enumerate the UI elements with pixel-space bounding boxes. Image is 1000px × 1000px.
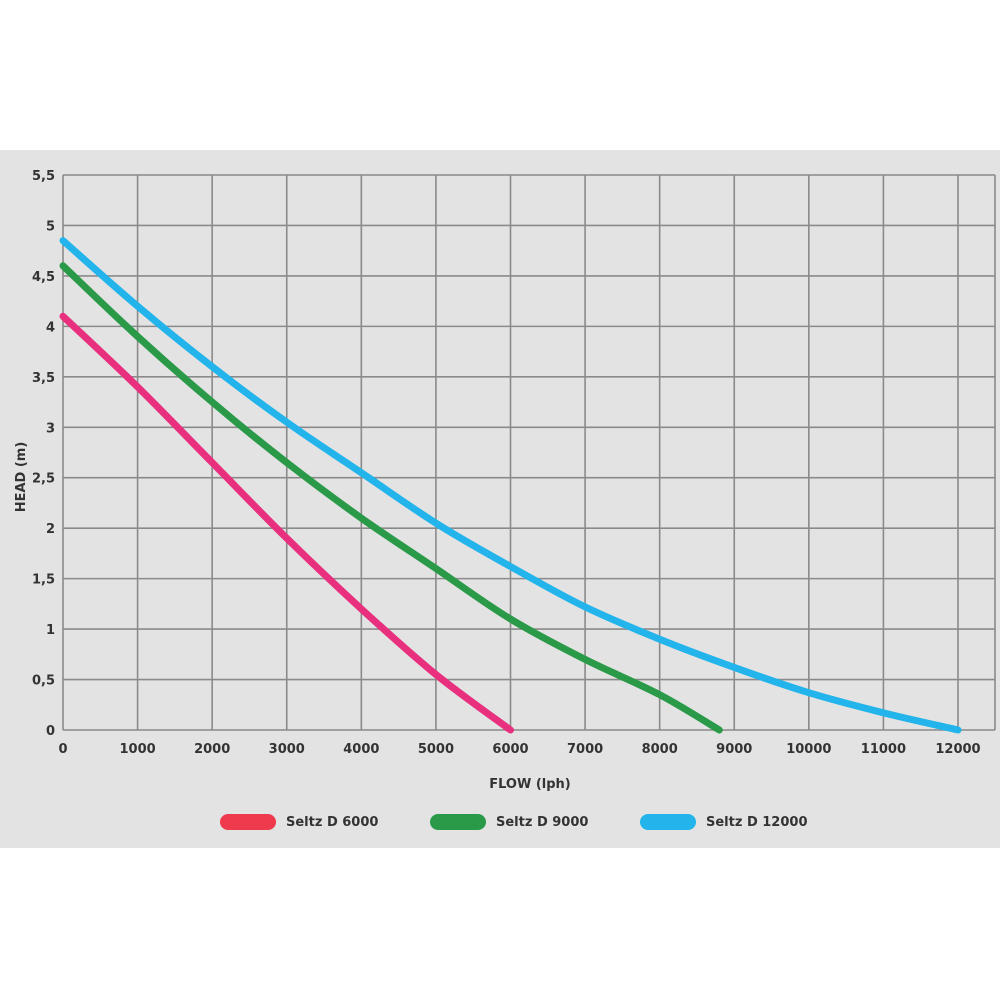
legend-swatch xyxy=(220,814,276,830)
x-tick-label: 10000 xyxy=(786,742,831,757)
y-axis-title: HEAD (m) xyxy=(14,442,29,513)
y-tick-label: 4,5 xyxy=(32,270,55,285)
x-tick-label: 8000 xyxy=(642,742,678,757)
x-tick-label: 12000 xyxy=(935,742,980,757)
grid xyxy=(62,174,996,731)
y-tick-label: 1,5 xyxy=(32,573,55,588)
y-tick-label: 4 xyxy=(46,320,55,335)
y-tick-label: 1 xyxy=(46,623,55,638)
plot-area xyxy=(63,175,995,730)
y-tick-label: 0 xyxy=(46,724,55,739)
x-tick-label: 11000 xyxy=(861,742,906,757)
legend-swatch xyxy=(430,814,486,830)
y-tick-label: 2 xyxy=(46,522,55,537)
legend-swatch xyxy=(640,814,696,830)
x-tick-label: 7000 xyxy=(567,742,603,757)
legend-label: Seltz D 9000 xyxy=(496,814,589,830)
x-tick-label: 3000 xyxy=(269,742,305,757)
x-axis-ticks: 0 1000 2000 3000 4000 5000 6000 7000 8000 9000 100… xyxy=(58,742,980,757)
x-tick-label: 1000 xyxy=(119,742,155,757)
legend-label: Seltz D 6000 xyxy=(286,814,379,830)
y-tick-label: 5,5 xyxy=(32,169,55,184)
legend-item-seltz-d-6000: Seltz D 6000 xyxy=(220,808,378,836)
y-tick-label: 5 xyxy=(46,219,55,234)
x-tick-label: 9000 xyxy=(716,742,752,757)
pump-curve-chart: 0 0,5 1 1,5 2 2,5 3 3,5 4 4,5 5 5,5 0 1000 2000 3000 40… xyxy=(14,169,996,792)
x-axis-title: FLOW (lph) xyxy=(489,777,571,792)
x-tick-label: 4000 xyxy=(343,742,379,757)
series-lines xyxy=(59,237,962,734)
x-tick-label: 0 xyxy=(58,742,67,757)
series-line-seltz-d-12000 xyxy=(59,237,962,734)
y-tick-label: 3 xyxy=(46,421,55,436)
legend-item-seltz-d-9000: Seltz D 9000 xyxy=(430,808,588,836)
series-line-seltz-d-9000 xyxy=(59,262,723,734)
y-tick-label: 2,5 xyxy=(32,472,55,487)
legend-item-seltz-d-12000: Seltz D 12000 xyxy=(640,808,808,836)
y-axis-ticks: 0 0,5 1 1,5 2 2,5 3 3,5 4 4,5 5 5,5 xyxy=(32,169,55,739)
legend-label: Seltz D 12000 xyxy=(706,814,808,830)
x-tick-label: 6000 xyxy=(492,742,528,757)
y-tick-label: 3,5 xyxy=(32,371,55,386)
x-tick-label: 5000 xyxy=(418,742,454,757)
x-tick-label: 2000 xyxy=(194,742,230,757)
y-tick-label: 0,5 xyxy=(32,674,55,689)
legend: Seltz D 6000 Seltz D 9000 Seltz D 12000 xyxy=(0,808,1000,836)
series-line-seltz-d-6000 xyxy=(59,312,514,734)
chart-panel: 0 0,5 1 1,5 2 2,5 3 3,5 4 4,5 5 5,5 0 1000 2000 3000 40… xyxy=(0,150,1000,848)
